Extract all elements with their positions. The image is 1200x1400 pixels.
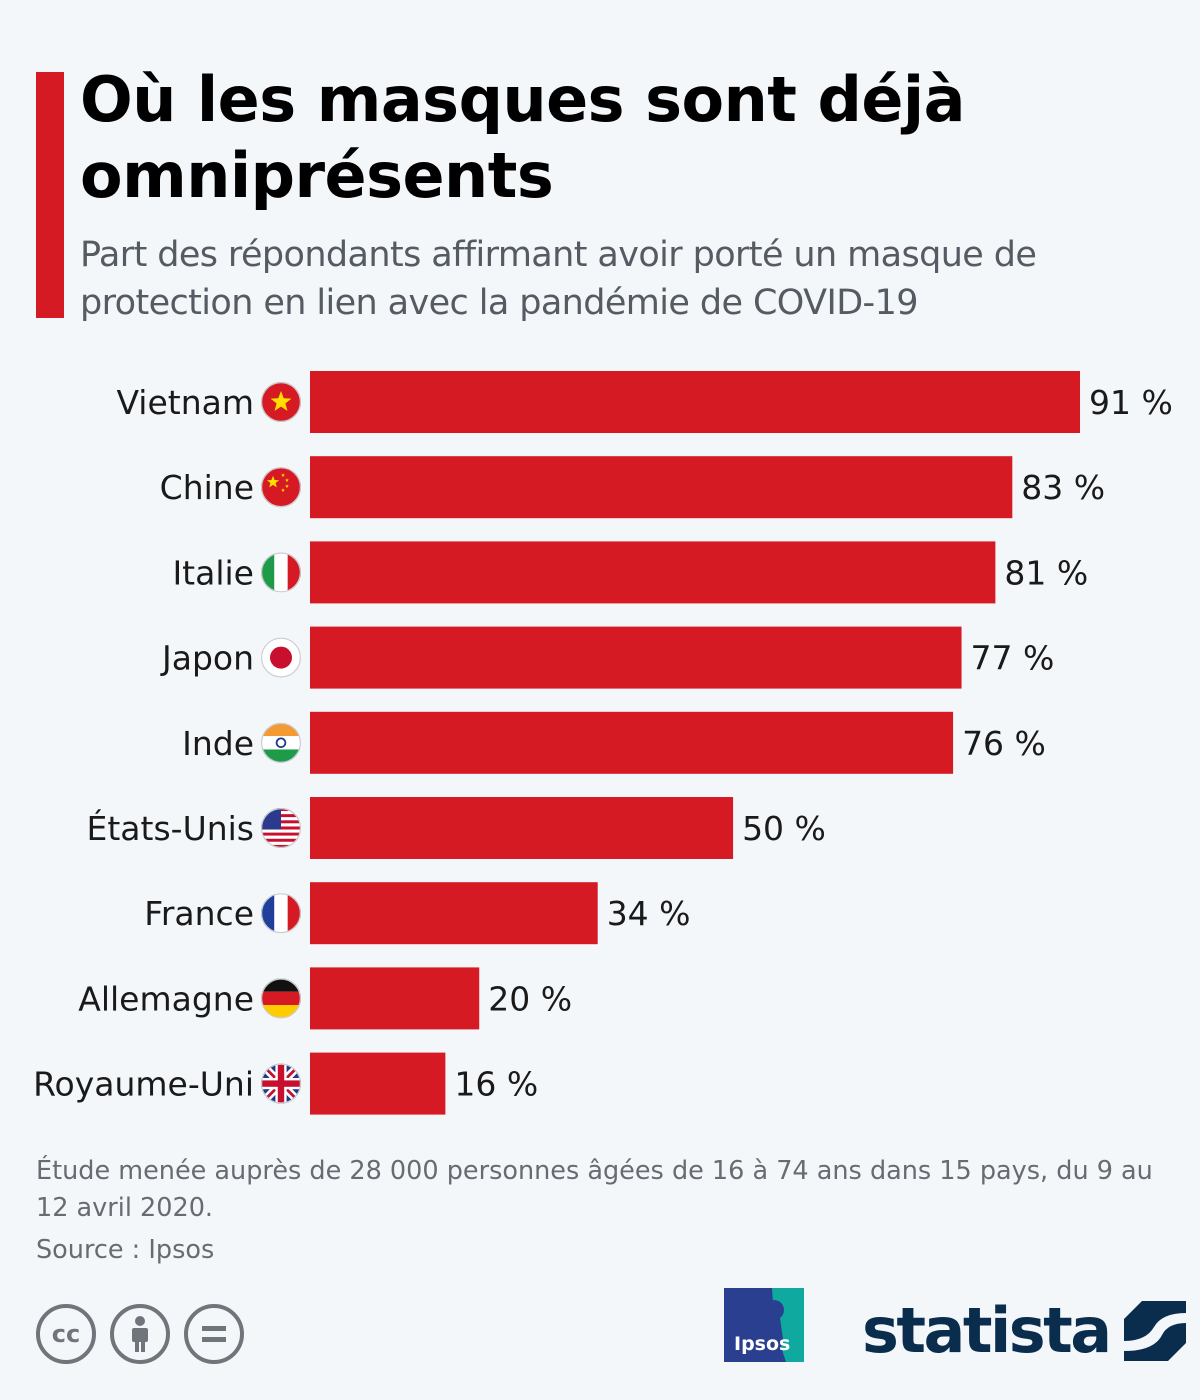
statista-wordmark: statista (862, 1294, 1112, 1367)
bar-3 (310, 626, 962, 689)
category-label: Italie (172, 553, 254, 592)
footnote: Étude menée auprès de 28 000 personnes â… (36, 1156, 1153, 1223)
china-flag-icon (261, 467, 302, 508)
uk-flag-icon (261, 1063, 302, 1104)
value-label: 50 % (742, 809, 826, 848)
france-flag-icon (261, 893, 302, 934)
value-label: 81 % (1004, 553, 1088, 592)
value-label: 77 % (971, 639, 1055, 678)
value-label: 16 % (454, 1065, 538, 1104)
chart-title: Où les masques sont déjà omniprésents (80, 63, 966, 212)
attribution-icon[interactable] (110, 1304, 170, 1364)
category-label: Chine (160, 468, 254, 507)
value-label: 91 % (1089, 383, 1173, 422)
bar-1 (310, 456, 1013, 519)
bar-7 (310, 967, 480, 1030)
bar-8 (310, 1052, 446, 1115)
bar-6 (310, 882, 598, 945)
value-label: 20 % (488, 979, 572, 1018)
category-label: États-Unis (87, 808, 254, 848)
ipsos-logo-text: Ipsos (734, 1333, 790, 1355)
category-label: Inde (182, 724, 254, 763)
statista-mark-icon (1123, 1301, 1186, 1361)
usa-flag-icon (261, 808, 302, 849)
germany-flag-icon (261, 978, 302, 1019)
title-accent-bar (36, 72, 64, 318)
value-label: 83 % (1021, 468, 1105, 507)
source-note: Source : Ipsos (36, 1235, 215, 1265)
bar-chart: Vietnam 91 % Chine 83 % Italie 81 % Japon 77 % I… (33, 371, 1173, 1115)
italy-flag-icon (261, 552, 302, 593)
bar-2 (310, 541, 996, 604)
ipsos-logo: Ipsos (724, 1288, 804, 1362)
bar-4 (310, 711, 954, 774)
chart-subtitle: Part des répondants affirmant avoir port… (80, 235, 1037, 323)
category-label: Royaume-Uni (33, 1065, 254, 1104)
category-label: Vietnam (116, 383, 254, 422)
bar-0 (310, 371, 1080, 433)
statista-logo: statista (862, 1296, 1186, 1366)
japan-flag-icon (261, 637, 302, 678)
bar-5 (310, 797, 734, 859)
category-label: Allemagne (78, 979, 254, 1018)
license-icons: cc (36, 1304, 244, 1364)
value-label: 34 % (607, 894, 691, 933)
category-label: Japon (160, 639, 254, 678)
category-label: France (144, 894, 254, 933)
vietnam-flag-icon (261, 381, 302, 422)
india-flag-icon (261, 722, 302, 763)
no-derivatives-icon[interactable] (184, 1304, 244, 1364)
value-label: 76 % (962, 724, 1046, 763)
cc-icon[interactable]: cc (36, 1304, 96, 1364)
